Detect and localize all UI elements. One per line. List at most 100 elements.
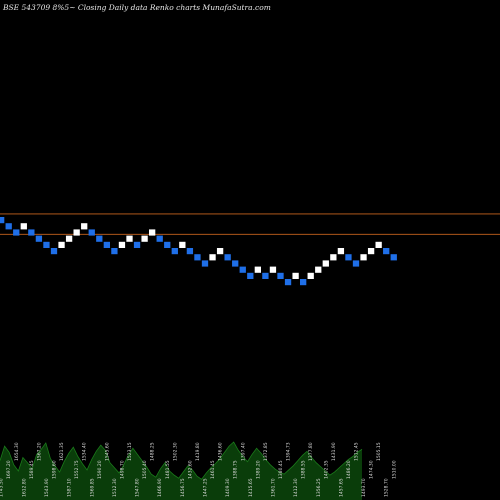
renko-brick xyxy=(277,272,284,279)
volume-label: 1457.65 xyxy=(338,478,344,497)
renko-brick xyxy=(307,272,314,279)
renko-brick xyxy=(300,279,307,286)
renko-brick xyxy=(13,229,20,236)
volume-label: 1431.90 xyxy=(331,442,337,461)
volume-label: 1654.30 xyxy=(14,442,20,461)
renko-brick xyxy=(28,229,35,236)
renko-brick xyxy=(50,248,58,255)
volume-label: 1697.20 xyxy=(6,460,12,479)
volume-label: 1545.60 xyxy=(104,442,110,461)
volume-label: 1461.45 xyxy=(210,460,216,479)
renko-brick xyxy=(20,223,27,230)
renko-brick xyxy=(337,248,345,255)
renko-brick xyxy=(383,248,390,255)
renko-brick xyxy=(164,241,171,248)
volume-label: 1415.65 xyxy=(248,478,254,497)
volume-label: 1481.55 xyxy=(165,460,171,479)
volume-label: 1486.20 xyxy=(346,460,352,479)
volume-label: 1388.75 xyxy=(233,460,239,479)
volume-label: 1436.60 xyxy=(218,442,224,461)
chart-title: BSE 543709 8%5~ Closing Daily data Renko… xyxy=(2,3,271,12)
renko-brick xyxy=(232,260,239,267)
volume-label: 1394.73 xyxy=(286,442,292,461)
reference-lines xyxy=(0,213,500,235)
volume-label: 1587.10 xyxy=(67,478,73,497)
renko-brick xyxy=(390,254,397,261)
volume-label: 1552.75 xyxy=(74,460,80,479)
renko-brick xyxy=(194,254,201,261)
renko-brick xyxy=(35,235,43,242)
renko-brick xyxy=(247,272,254,279)
volume-label: 1361.70 xyxy=(270,478,276,497)
renko-brick xyxy=(284,279,292,286)
volume-label: 1466.90 xyxy=(157,478,163,497)
renko-brick xyxy=(375,241,382,248)
renko-brick xyxy=(156,235,163,242)
renko-brick xyxy=(201,260,209,267)
volume-label: 1534.40 xyxy=(82,442,88,461)
volume-label: 1498.70 xyxy=(119,460,125,479)
renko-brick xyxy=(186,248,194,255)
volume-label: 1474.30 xyxy=(369,460,375,479)
renko-brick xyxy=(179,241,186,248)
volume-label: 1528.70 xyxy=(384,478,390,497)
volume-label: 1621.35 xyxy=(59,442,65,461)
volume-label: 1543.90 xyxy=(44,478,50,497)
volume-label: 1502.30 xyxy=(172,442,178,461)
renko-bricks xyxy=(0,217,397,286)
renko-brick xyxy=(141,235,148,242)
renko-brick xyxy=(149,229,156,236)
renko-brick xyxy=(5,223,12,230)
renko-brick xyxy=(239,266,246,273)
volume-label: 1569.85 xyxy=(89,478,95,497)
volume-label: 1402.35 xyxy=(323,460,329,479)
renko-brick xyxy=(133,241,141,248)
volume-label: 1409.30 xyxy=(225,478,231,497)
renko-brick xyxy=(330,254,337,261)
volume-label: 1505.40 xyxy=(142,460,148,479)
renko-brick xyxy=(269,266,277,273)
volume-label: 1377.80 xyxy=(308,442,314,461)
renko-brick xyxy=(345,254,352,261)
renko-brick xyxy=(209,254,216,261)
volume-label: 1612.80 xyxy=(21,478,27,497)
volume-label: 1432.60 xyxy=(187,460,193,479)
renko-brick xyxy=(262,272,269,279)
renko-brick xyxy=(88,229,95,236)
renko-brick xyxy=(81,223,88,230)
volume-label: 1743.50 xyxy=(0,478,5,497)
volume-label: 1389.20 xyxy=(255,460,261,479)
volume-label: 1372.85 xyxy=(263,442,269,461)
renko-brick xyxy=(254,266,261,273)
volume-label: 1523.15 xyxy=(127,442,133,461)
volume-label: 1512.45 xyxy=(354,442,360,461)
renko-brick xyxy=(0,217,5,224)
volume-label: 1505.15 xyxy=(376,442,382,461)
renko-brick xyxy=(352,260,360,267)
renko-brick xyxy=(65,235,73,242)
volume-label: 1598.60 xyxy=(52,460,58,479)
volume-area xyxy=(0,441,363,500)
volume-label: 1512.30 xyxy=(112,478,118,497)
volume-label: 1493.70 xyxy=(361,478,367,497)
volume-label: 1589.45 xyxy=(29,460,35,479)
volume-label: 1397.40 xyxy=(240,442,246,461)
renko-brick xyxy=(315,266,322,273)
volume-label: 1380.45 xyxy=(278,460,284,479)
renko-brick xyxy=(43,241,50,248)
renko-brick xyxy=(58,241,65,248)
renko-brick xyxy=(367,248,375,255)
renko-brick xyxy=(171,248,178,255)
volume-label: 1456.75 xyxy=(180,478,186,497)
volume-label: 1447.25 xyxy=(203,478,209,497)
renko-brick xyxy=(73,229,80,236)
volume-label: 1510.00 xyxy=(391,460,397,479)
renko-brick xyxy=(118,241,126,248)
renko-brick xyxy=(103,241,110,248)
renko-brick xyxy=(224,254,231,261)
renko-brick xyxy=(96,235,103,242)
